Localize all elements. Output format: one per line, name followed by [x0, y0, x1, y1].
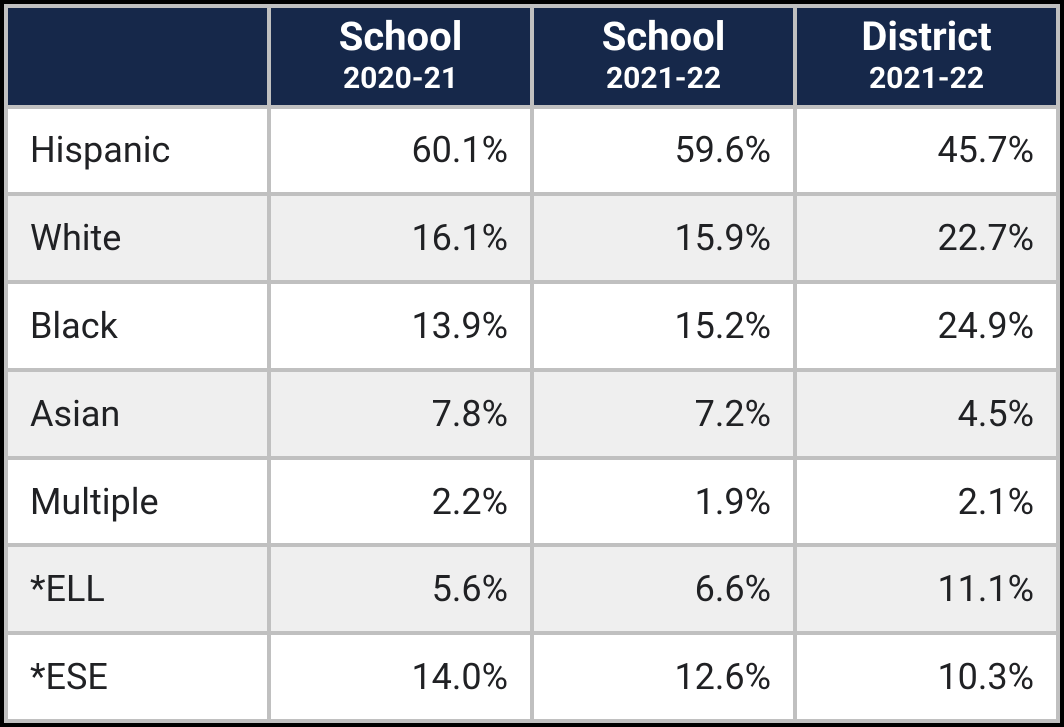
- table-row: White 16.1% 15.9% 22.7%: [8, 196, 1056, 280]
- header-line2: 2021-22: [538, 62, 789, 97]
- row-value: 10.3%: [797, 635, 1056, 719]
- table-header-row: School 2020-21 School 2021-22 District 2…: [8, 8, 1056, 105]
- row-value: 13.9%: [271, 284, 530, 368]
- row-label: White: [8, 196, 267, 280]
- table-row: *ESE 14.0% 12.6% 10.3%: [8, 635, 1056, 719]
- row-value: 2.1%: [797, 460, 1056, 544]
- row-value: 2.2%: [271, 460, 530, 544]
- row-label: *ESE: [8, 635, 267, 719]
- header-line2: 2020-21: [275, 62, 526, 97]
- header-line1: School: [538, 14, 789, 60]
- header-school-2020-21: School 2020-21: [271, 8, 530, 105]
- header-district-2021-22: District 2021-22: [797, 8, 1056, 105]
- row-value: 14.0%: [271, 635, 530, 719]
- header-line1: District: [801, 14, 1052, 60]
- row-value: 4.5%: [797, 372, 1056, 456]
- header-school-2021-22: School 2021-22: [534, 8, 793, 105]
- row-value: 1.9%: [534, 460, 793, 544]
- row-label: Black: [8, 284, 267, 368]
- table-row: *ELL 5.6% 6.6% 11.1%: [8, 547, 1056, 631]
- table-row: Asian 7.8% 7.2% 4.5%: [8, 372, 1056, 456]
- row-value: 15.9%: [534, 196, 793, 280]
- row-label: *ELL: [8, 547, 267, 631]
- row-value: 16.1%: [271, 196, 530, 280]
- row-label: Hispanic: [8, 109, 267, 193]
- row-value: 59.6%: [534, 109, 793, 193]
- row-value: 60.1%: [271, 109, 530, 193]
- row-value: 7.8%: [271, 372, 530, 456]
- header-blank: [8, 8, 267, 105]
- row-value: 15.2%: [534, 284, 793, 368]
- header-line1: School: [275, 14, 526, 60]
- header-line2: 2021-22: [801, 62, 1052, 97]
- row-value: 45.7%: [797, 109, 1056, 193]
- table-row: Multiple 2.2% 1.9% 2.1%: [8, 460, 1056, 544]
- row-value: 5.6%: [271, 547, 530, 631]
- demographics-table: School 2020-21 School 2021-22 District 2…: [4, 4, 1060, 723]
- table-frame: School 2020-21 School 2021-22 District 2…: [0, 0, 1064, 727]
- table-row: Black 13.9% 15.2% 24.9%: [8, 284, 1056, 368]
- table-row: Hispanic 60.1% 59.6% 45.7%: [8, 109, 1056, 193]
- row-value: 22.7%: [797, 196, 1056, 280]
- row-value: 12.6%: [534, 635, 793, 719]
- row-value: 11.1%: [797, 547, 1056, 631]
- row-value: 24.9%: [797, 284, 1056, 368]
- row-label: Asian: [8, 372, 267, 456]
- row-value: 7.2%: [534, 372, 793, 456]
- row-value: 6.6%: [534, 547, 793, 631]
- row-label: Multiple: [8, 460, 267, 544]
